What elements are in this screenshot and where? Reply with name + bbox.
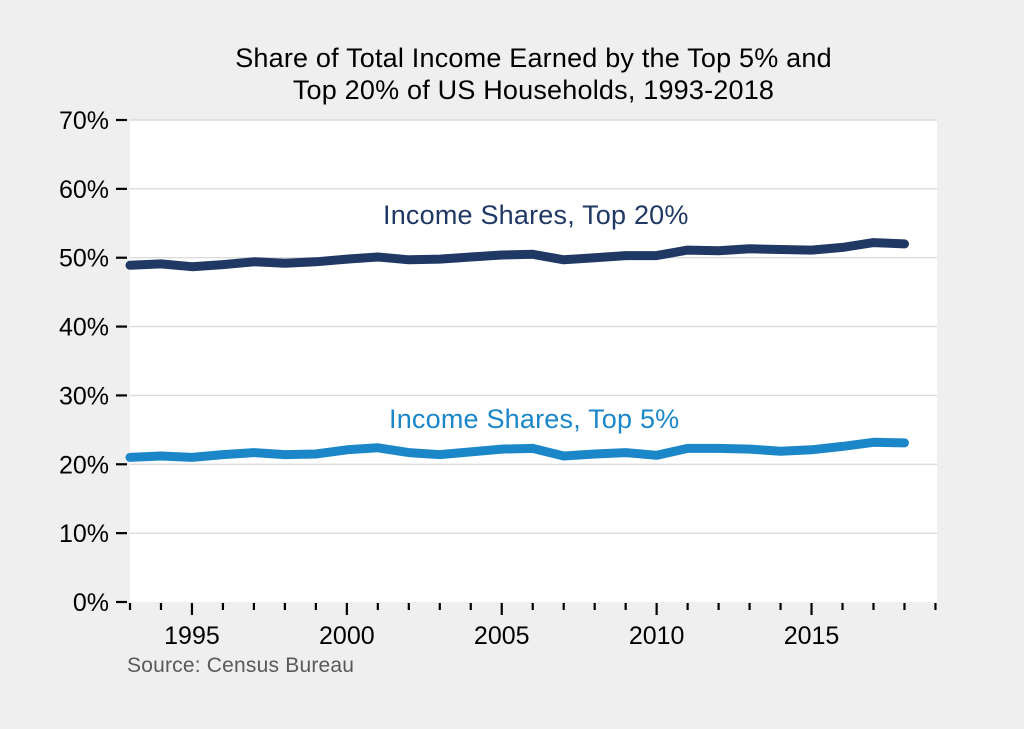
y-tick-label: 50% bbox=[59, 245, 109, 273]
plot-background bbox=[130, 120, 937, 602]
chart-title: Share of Total Income Earned by the Top … bbox=[130, 42, 937, 107]
y-tick-label: 10% bbox=[59, 520, 109, 548]
source-note: Source: Census Bureau bbox=[127, 654, 355, 677]
x-tick-label: 2000 bbox=[319, 622, 375, 650]
series-label-top5: Income Shares, Top 5% bbox=[389, 404, 680, 434]
x-tick-label: 2015 bbox=[784, 622, 840, 650]
chart-title-line1: Share of Total Income Earned by the Top … bbox=[235, 43, 832, 73]
x-tick-label: 2005 bbox=[474, 622, 530, 650]
series-label-top20: Income Shares, Top 20% bbox=[383, 200, 689, 230]
y-tick-label: 20% bbox=[59, 451, 109, 479]
x-tick-label: 1995 bbox=[164, 622, 220, 650]
y-tick-label: 60% bbox=[59, 176, 109, 204]
chart-title-line2: Top 20% of US Households, 1993-2018 bbox=[292, 75, 775, 106]
x-tick-label: 2010 bbox=[629, 622, 685, 650]
y-tick-label: 70% bbox=[59, 107, 109, 135]
data-line-top-5- bbox=[125, 437, 909, 462]
y-tick-label: 30% bbox=[59, 382, 109, 410]
y-tick-label: 40% bbox=[59, 314, 109, 342]
data-line-top-20- bbox=[125, 238, 909, 272]
y-tick-label: 0% bbox=[73, 589, 109, 617]
